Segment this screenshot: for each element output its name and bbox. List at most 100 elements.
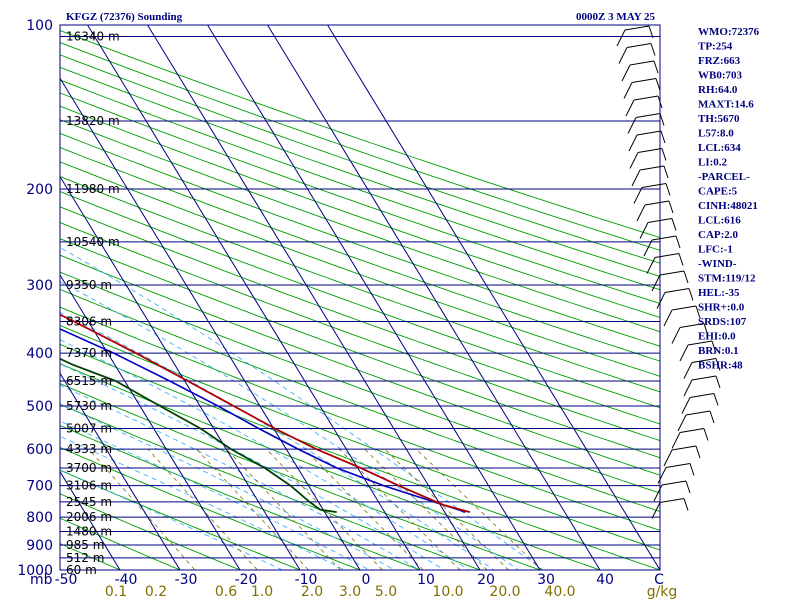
index-item: CAPE:5 — [698, 186, 738, 198]
index-item: FRZ:663 — [698, 55, 741, 67]
pressure-tick-label: 200 — [26, 182, 53, 198]
index-item: BSHR:48 — [698, 360, 743, 372]
dry-adiabat — [60, 146, 660, 362]
pressure-tick-label: 300 — [26, 278, 53, 294]
profiles-layer — [60, 313, 471, 513]
mixing-ratio-tick-label: 3.0 — [339, 584, 361, 600]
mixing-ratio-tick-label: 10.0 — [432, 584, 463, 600]
temperature-tick-label: 30 — [537, 572, 555, 588]
dry-adiabat — [60, 222, 660, 442]
height-label: 11980 m — [66, 182, 120, 196]
wind-barb — [677, 410, 715, 432]
pressure-tick-label: 1000 — [17, 563, 53, 579]
index-item: SHR+:0.0 — [698, 302, 745, 314]
wind-barb — [657, 463, 695, 484]
wind-barb — [651, 270, 689, 292]
wind-barb — [633, 183, 671, 204]
mixing-ratio-line — [226, 448, 342, 570]
mixing-ratio-tick-label: 0.2 — [145, 584, 167, 600]
wind-barb — [651, 498, 689, 519]
isotherm — [206, 25, 541, 570]
mixing-ratio-tick-label: 5.0 — [375, 584, 397, 600]
temperature-tick-label: -10 — [295, 572, 318, 588]
isotherm — [86, 25, 421, 570]
wind-barb — [618, 43, 656, 64]
mixing-ratio-tick-label: g/kg — [647, 584, 678, 600]
height-label: 3106 m — [66, 479, 112, 493]
height-label: 985 m — [66, 538, 104, 552]
temperature-tick-label: C — [654, 572, 664, 588]
isotherm — [60, 175, 301, 570]
grid-layer — [60, 25, 660, 570]
wind-barb — [663, 305, 701, 327]
dry-adiabat — [60, 42, 660, 251]
index-item: EHI:0.0 — [698, 331, 736, 343]
pressure-tick-label: 600 — [26, 442, 53, 458]
dry-adiabat — [60, 383, 542, 570]
wind-barb — [629, 148, 667, 169]
wind-barb — [616, 25, 654, 47]
isotherm — [326, 25, 660, 570]
dry-adiabat — [60, 105, 660, 318]
isotherm — [146, 25, 481, 570]
mixing-ratio-tick-label: 2.0 — [301, 584, 323, 600]
dry-adiabat — [60, 325, 660, 551]
indices-panel: WMO:72376 TP:254 FRZ:663 WB0:703 RH:64.0 MAXT… — [698, 26, 760, 372]
index-item: RH:64.0 — [698, 84, 738, 96]
height-label: 2006 m — [66, 510, 112, 524]
chart-title: KFGZ (72376) Sounding — [66, 11, 183, 23]
temperature-tick-label: -50 — [55, 572, 78, 588]
pressure-tick-label: 800 — [26, 510, 53, 526]
index-item: STM:119/12 — [698, 273, 756, 285]
dry-adiabat — [60, 238, 660, 459]
height-label: 60 m — [66, 563, 97, 577]
isotherm — [60, 372, 181, 570]
pressure-tick-label: 100 — [26, 18, 53, 34]
moist-adiabat — [60, 246, 544, 570]
moist-adiabat — [60, 384, 421, 570]
height-label: 10540 m — [66, 235, 120, 249]
pressure-tick-label: 900 — [26, 538, 53, 554]
wind-barb — [621, 60, 659, 82]
wind-barb — [679, 340, 717, 362]
wind-barb — [628, 130, 666, 152]
index-item: L57:8.0 — [698, 128, 734, 140]
dry-adiabat — [60, 447, 362, 570]
index-item: MAXT:14.6 — [698, 99, 754, 111]
index-item: BRN:0.1 — [698, 345, 739, 357]
index-item: HEL:-35 — [698, 287, 740, 299]
wind-barb — [643, 235, 681, 257]
height-label: 512 m — [66, 551, 104, 565]
plot-frame — [59, 24, 661, 571]
dry-adiabat — [60, 363, 602, 570]
index-item: TP:254 — [698, 41, 733, 53]
index-item: CAP:2.0 — [698, 229, 739, 241]
mixing-ratio-line — [266, 448, 384, 570]
height-label: 9350 m — [66, 278, 112, 292]
dry-adiabat — [60, 517, 182, 570]
mixing-ratio-line — [147, 448, 258, 570]
moist-adiabat — [60, 339, 471, 570]
wind-barbs — [616, 25, 721, 519]
dry-adiabat — [60, 66, 660, 277]
dewpoint-trace — [60, 357, 337, 513]
isotherm — [266, 25, 601, 570]
temperature-trace — [60, 313, 471, 513]
moist-adiabat — [60, 420, 371, 570]
dry-adiabat — [60, 191, 660, 409]
moist-adiabat — [60, 311, 495, 570]
temperature-tick-label: -30 — [175, 572, 198, 588]
height-label: 7370 m — [66, 346, 112, 360]
dry-adiabat — [60, 175, 660, 393]
height-label: 6515 m — [66, 374, 112, 388]
index-item: LFC:-1 — [698, 244, 733, 256]
wind-barb — [627, 113, 665, 134]
dry-adiabat — [60, 271, 660, 494]
moist-adiabat — [60, 363, 446, 570]
height-label: 1480 m — [66, 525, 112, 539]
wind-barb — [646, 253, 684, 274]
dry-adiabat — [60, 79, 660, 291]
dry-adiabat — [60, 403, 482, 570]
isotherm — [60, 273, 241, 570]
